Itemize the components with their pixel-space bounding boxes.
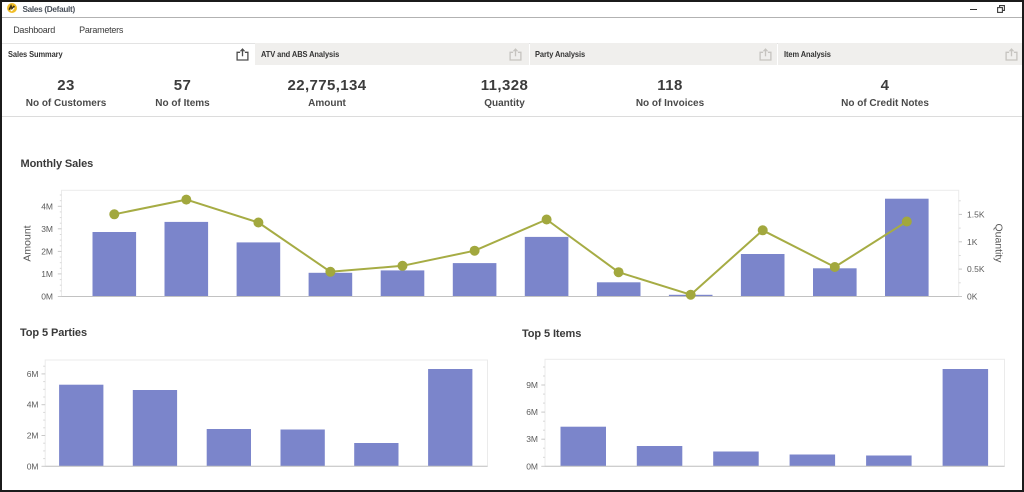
svg-text:9M: 9M [526,380,538,390]
svg-text:4M: 4M [41,201,53,211]
svg-text:3M: 3M [41,224,53,234]
svg-text:Amount: Amount [22,225,34,261]
svg-text:0.5K: 0.5K [967,264,985,274]
svg-text:0M: 0M [41,292,53,302]
svg-text:2M: 2M [27,431,39,441]
svg-text:6M: 6M [526,407,538,417]
svg-text:3M: 3M [526,434,538,444]
svg-text:6M: 6M [27,369,39,379]
svg-text:1K: 1K [967,237,978,247]
svg-text:0M: 0M [27,461,39,471]
svg-text:1.5K: 1.5K [967,209,985,219]
svg-text:0M: 0M [526,461,538,471]
svg-text:1M: 1M [41,269,53,279]
svg-text:0K: 0K [967,292,978,302]
svg-text:Quantity: Quantity [993,223,1005,263]
svg-text:4M: 4M [27,400,39,410]
svg-text:2M: 2M [41,246,53,256]
